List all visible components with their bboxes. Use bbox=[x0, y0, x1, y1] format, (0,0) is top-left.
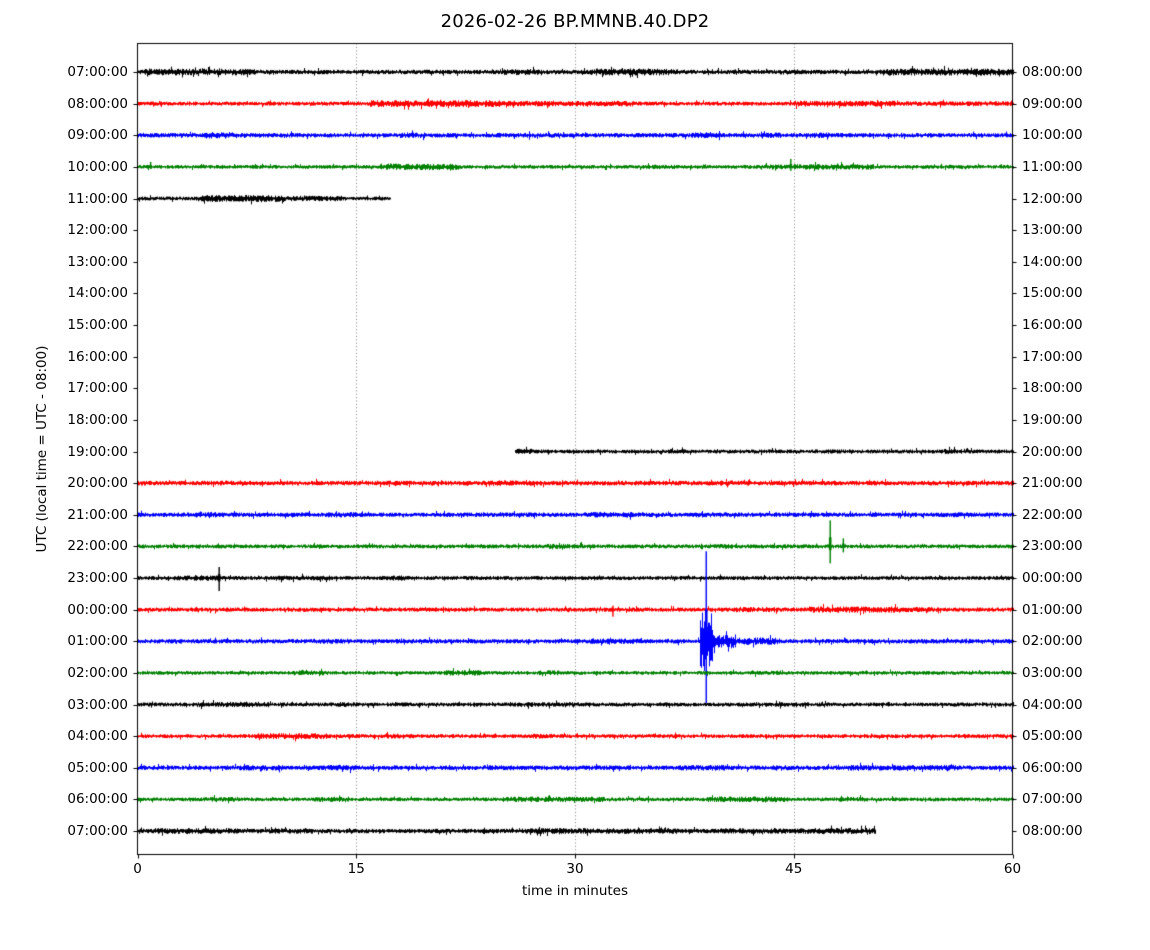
local-tick-label: 16:00:00 bbox=[1022, 317, 1083, 333]
local-tick-label: 06:00:00 bbox=[1022, 759, 1083, 776]
local-tick-label: 03:00:00 bbox=[1022, 664, 1083, 681]
utc-tick-label: 04:00:00 bbox=[67, 728, 128, 745]
local-tick-label: 21:00:00 bbox=[1022, 475, 1083, 492]
local-tick-label: 09:00:00 bbox=[1022, 95, 1083, 112]
utc-tick-label: 08:00:00 bbox=[67, 95, 128, 112]
utc-tick-label: 14:00:00 bbox=[67, 285, 128, 302]
local-tick-label: 17:00:00 bbox=[1022, 348, 1083, 365]
local-tick-label: 14:00:00 bbox=[1022, 253, 1083, 270]
local-tick-label: 19:00:00 bbox=[1022, 411, 1083, 428]
minute-tick-label: 15 bbox=[347, 861, 365, 877]
utc-tick-label: 07:00:00 bbox=[67, 64, 128, 80]
minute-tick-label: 30 bbox=[566, 861, 584, 877]
utc-tick-label: 15:00:00 bbox=[67, 317, 128, 333]
local-tick-label: 12:00:00 bbox=[1022, 190, 1083, 207]
local-tick-label: 18:00:00 bbox=[1022, 380, 1083, 397]
utc-tick-label: 03:00:00 bbox=[67, 696, 128, 713]
utc-tick-label: 07:00:00 bbox=[67, 823, 128, 839]
utc-tick-label: 11:00:00 bbox=[67, 190, 128, 207]
utc-tick-label: 00:00:00 bbox=[67, 601, 128, 618]
local-tick-label: 00:00:00 bbox=[1022, 570, 1083, 586]
local-tick-label: 13:00:00 bbox=[1022, 222, 1083, 239]
local-tick-label: 11:00:00 bbox=[1022, 158, 1083, 175]
local-tick-label: 23:00:00 bbox=[1022, 538, 1083, 555]
utc-tick-label: 17:00:00 bbox=[67, 380, 128, 397]
chart-title: 2026-02-26 BP.MMNB.40.DP2 bbox=[440, 11, 710, 32]
utc-tick-label: 01:00:00 bbox=[67, 633, 128, 650]
utc-tick-label: 05:00:00 bbox=[67, 759, 128, 776]
utc-tick-label: 21:00:00 bbox=[67, 506, 128, 523]
local-tick-label: 01:00:00 bbox=[1022, 601, 1083, 618]
utc-tick-label: 18:00:00 bbox=[67, 411, 128, 428]
local-tick-label: 07:00:00 bbox=[1022, 791, 1083, 808]
utc-tick-label: 16:00:00 bbox=[67, 348, 128, 365]
utc-tick-label: 09:00:00 bbox=[67, 127, 128, 144]
local-tick-label: 04:00:00 bbox=[1022, 696, 1083, 713]
utc-tick-label: 12:00:00 bbox=[67, 222, 128, 239]
utc-tick-label: 20:00:00 bbox=[67, 475, 128, 492]
utc-tick-label: 22:00:00 bbox=[67, 538, 128, 555]
minute-tick-label: 60 bbox=[1003, 861, 1022, 877]
local-tick-label: 08:00:00 bbox=[1022, 64, 1083, 80]
local-tick-label: 20:00:00 bbox=[1022, 443, 1083, 460]
utc-tick-label: 13:00:00 bbox=[67, 253, 128, 270]
utc-tick-label: 10:00:00 bbox=[67, 158, 128, 175]
local-tick-label: 02:00:00 bbox=[1022, 633, 1083, 650]
local-tick-label: 22:00:00 bbox=[1022, 506, 1083, 523]
local-tick-label: 15:00:00 bbox=[1022, 285, 1083, 302]
local-tick-label: 08:00:00 bbox=[1022, 823, 1083, 839]
minute-tick-label: 45 bbox=[785, 861, 803, 877]
local-tick-label: 10:00:00 bbox=[1022, 127, 1083, 144]
local-tick-label: 05:00:00 bbox=[1022, 728, 1083, 745]
minute-tick-label: 0 bbox=[133, 861, 142, 877]
utc-tick-label: 06:00:00 bbox=[67, 791, 128, 808]
utc-tick-label: 23:00:00 bbox=[67, 570, 128, 586]
utc-tick-label: 02:00:00 bbox=[67, 664, 128, 681]
utc-tick-label: 19:00:00 bbox=[67, 443, 128, 460]
x-axis-label: time in minutes bbox=[521, 883, 629, 899]
